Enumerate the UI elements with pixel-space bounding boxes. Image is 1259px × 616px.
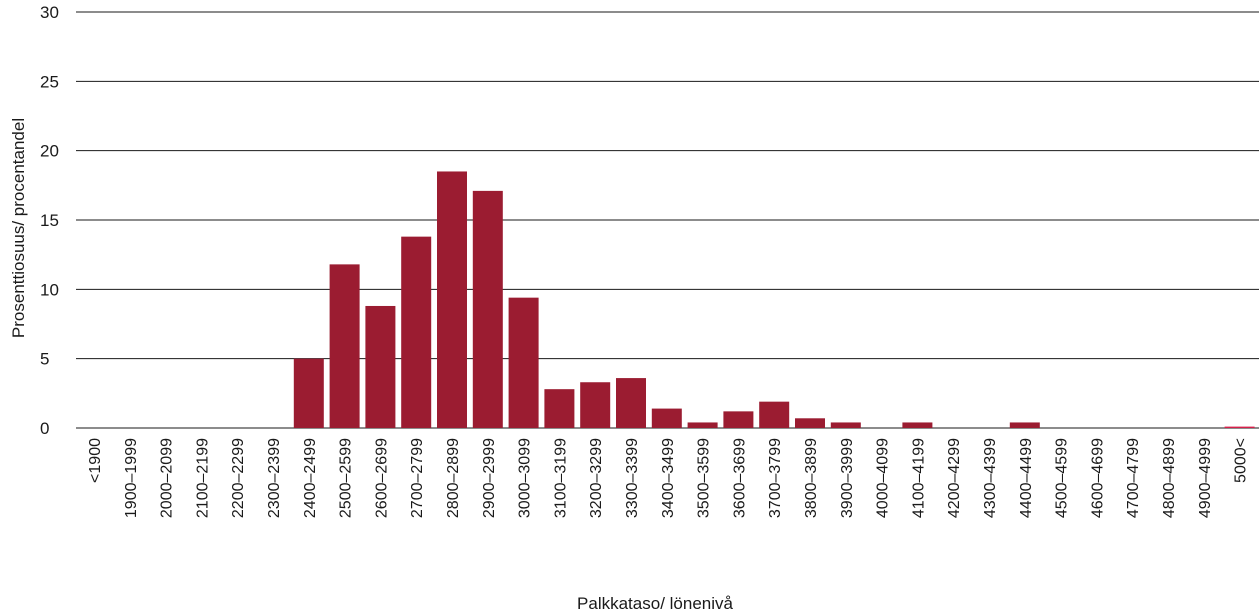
bar-3600–3699 <box>723 411 754 428</box>
x-tick-label: 3700–3799 <box>767 438 784 518</box>
x-tick-label: 2100–2199 <box>194 438 211 518</box>
bar-3300–3399 <box>616 378 646 428</box>
x-tick-label: 4500–4599 <box>1054 438 1071 518</box>
x-tick-label: 4000–4099 <box>875 438 892 518</box>
x-tick-label: 4300–4399 <box>982 438 999 518</box>
bar-3900–3999 <box>830 422 861 428</box>
x-tick-label: 3000–3099 <box>517 438 534 518</box>
bar-2600–2699 <box>365 305 396 428</box>
x-tick-label: 2800–2899 <box>445 438 462 518</box>
x-tick-label: 1900–1999 <box>123 438 140 518</box>
x-tick-label: 2300–2399 <box>266 438 283 518</box>
x-tick-label: 3100–3199 <box>552 438 569 518</box>
y-tick-label: 20 <box>40 142 59 161</box>
x-tick-label: 4200–4299 <box>946 438 963 518</box>
x-tick-label: 3400–3499 <box>660 438 677 518</box>
y-axis-ticks: 0 5 10 15 20 25 30 <box>40 3 59 438</box>
bar-2700–2799 <box>401 236 432 428</box>
x-tick-label: 3200–3299 <box>588 438 605 518</box>
x-tick-label: 3600–3699 <box>731 438 748 518</box>
x-tick-label: 3900–3999 <box>839 438 856 518</box>
x-tick-label: 4800–4899 <box>1161 438 1178 518</box>
x-tick-label: 2000–2099 <box>159 438 176 518</box>
x-tick-label: 2200–2299 <box>230 438 247 518</box>
x-tick-label: 3800–3899 <box>803 438 820 518</box>
y-tick-label: 5 <box>40 350 49 369</box>
gridlines <box>76 11 1259 429</box>
y-tick-label: 30 <box>40 3 59 22</box>
bar-4100–4199 <box>902 422 933 428</box>
bar-3000–3099 <box>508 297 539 428</box>
bar-3500–3599 <box>687 422 718 428</box>
x-axis-ticks: <1900 1900–1999 2000–2099 2100–2199 2200–229… <box>87 438 1250 518</box>
bar-3400–3499 <box>651 408 682 428</box>
x-tick-label: 2700–2799 <box>409 438 426 518</box>
x-tick-label: 4900–4999 <box>1197 438 1214 518</box>
x-tick-label: 3300–3399 <box>624 438 641 518</box>
y-tick-label: 15 <box>40 211 59 230</box>
x-tick-label: 2600–2699 <box>373 438 390 518</box>
y-tick-label: 0 <box>40 419 49 438</box>
x-tick-label: 4700–4799 <box>1125 438 1142 518</box>
x-tick-label: 5000< <box>1233 438 1250 483</box>
bar-2800–2899 <box>437 171 467 428</box>
bar-3200–3299 <box>580 382 611 428</box>
bar-3700–3799 <box>759 401 790 428</box>
bars <box>293 171 1255 428</box>
y-tick-label: 25 <box>40 72 59 91</box>
bar-2500–2599 <box>329 264 360 428</box>
x-tick-label: 2900–2999 <box>481 438 498 518</box>
x-tick-label: 4600–4699 <box>1089 438 1106 518</box>
bar-4400–4499 <box>1009 422 1040 428</box>
y-tick-label: 10 <box>40 280 59 299</box>
bar-5000< <box>1224 426 1255 428</box>
bar-2400–2499 <box>293 358 324 428</box>
x-axis-title: Palkkataso/ lönenivå <box>577 594 733 613</box>
bar-3100–3199 <box>544 389 575 428</box>
bar-3800–3899 <box>795 418 825 428</box>
x-tick-label: 4100–4199 <box>910 438 927 518</box>
y-axis-title: Prosenttiosuus/ procentandel <box>9 118 28 338</box>
x-tick-label: 3500–3599 <box>696 438 713 518</box>
x-tick-label: 4400–4499 <box>1018 438 1035 518</box>
bar-2900–2999 <box>472 190 503 428</box>
x-tick-label: 2500–2599 <box>338 438 355 518</box>
x-tick-label: 2400–2499 <box>302 438 319 518</box>
x-tick-label: <1900 <box>87 438 104 483</box>
